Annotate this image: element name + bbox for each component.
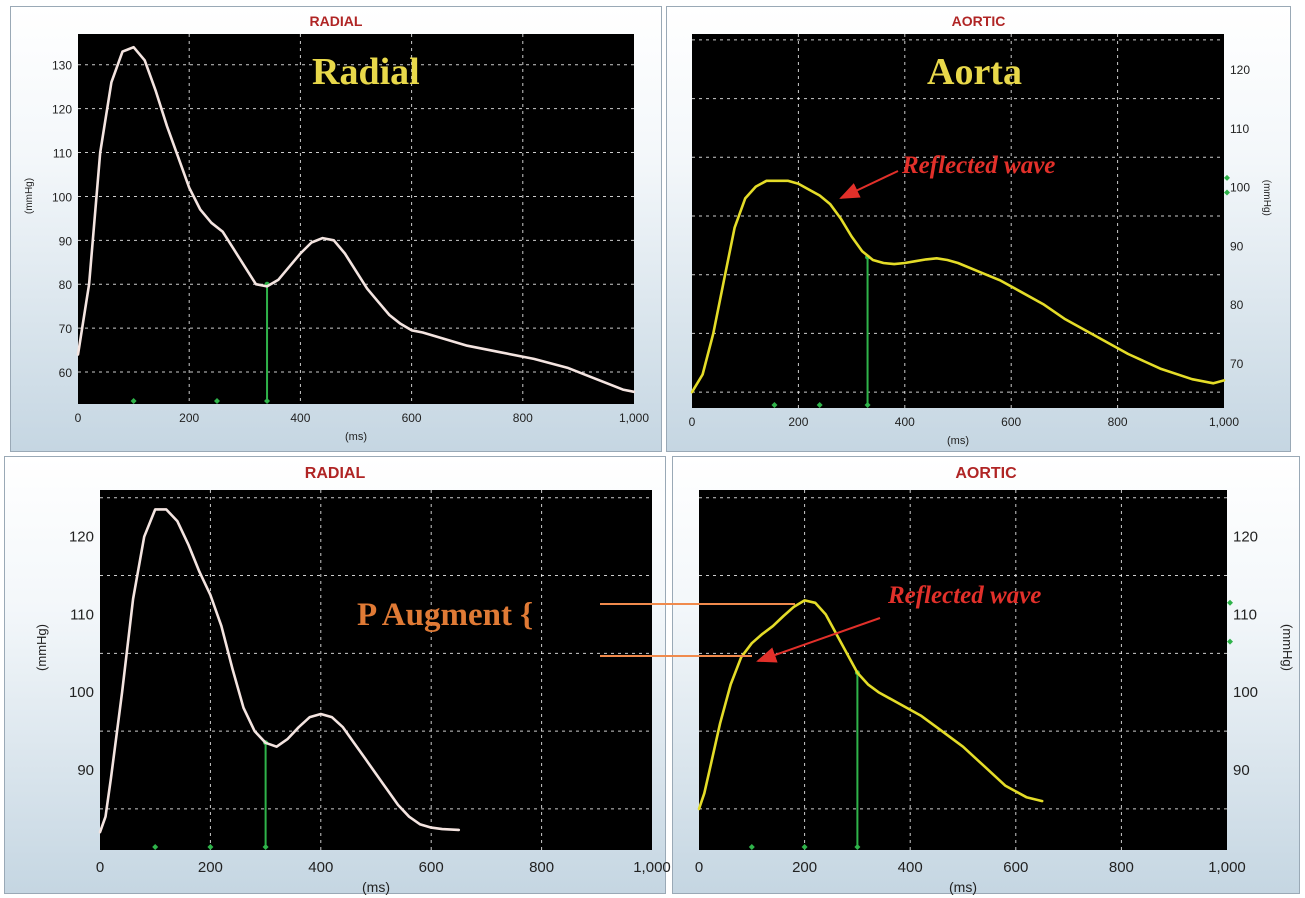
y-tick-label: 100	[52, 190, 72, 204]
y-tick-label: 110	[53, 147, 72, 161]
time-marker	[152, 844, 159, 850]
y-tick-label: 70	[1230, 357, 1244, 371]
p-augment-label: P Augment {	[357, 597, 534, 633]
chart-top-aortic: 0 200 400 600 800 1,000 (ms) 70 80 90 100 110 120 (mm…	[689, 34, 1272, 447]
time-marker	[264, 398, 271, 404]
y-axis-label: (mmHg)	[34, 624, 49, 671]
time-marker	[214, 398, 220, 404]
chart-label-aorta: Aorta	[927, 51, 1022, 93]
time-marker	[771, 402, 778, 408]
x-tick-label: 600	[419, 859, 444, 876]
y-tick-label: 110	[70, 606, 94, 623]
panel-title: AORTIC	[955, 465, 1017, 482]
chart-label-radial: Radial	[312, 51, 420, 93]
x-tick-label: 200	[788, 415, 808, 429]
chart-top-radial: 0 200 400 600 800 1,000 (ms) 60 70 80 90 100 110 120 1…	[24, 34, 649, 443]
waveform-line	[98, 508, 461, 834]
x-axis-label: (ms)	[362, 879, 390, 895]
y-tick-label: 90	[1233, 762, 1250, 779]
x-tick-label: 400	[898, 859, 923, 876]
x-tick-label: 0	[695, 859, 703, 876]
x-tick-label: 600	[402, 411, 422, 425]
pressure-marker	[1227, 638, 1233, 645]
x-tick-label: 200	[198, 859, 223, 876]
time-marker	[207, 844, 214, 850]
y-tick-label: 110	[1230, 122, 1249, 136]
time-marker	[748, 844, 755, 850]
x-tick-label: 600	[1003, 859, 1028, 876]
panel-title: RADIAL	[304, 465, 366, 482]
x-tick-label: 600	[1001, 415, 1021, 429]
x-tick-label: 800	[529, 859, 554, 876]
y-tick-label: 90	[77, 762, 94, 779]
x-axis-label: (ms)	[947, 435, 969, 447]
time-marker	[130, 398, 137, 404]
pressure-marker	[1227, 599, 1233, 606]
time-marker	[801, 844, 808, 850]
y-tick-label: 80	[59, 278, 73, 292]
x-tick-label: 0	[75, 411, 82, 425]
x-axis-label: (ms)	[949, 879, 977, 895]
y-tick-label: 100	[1230, 181, 1250, 195]
pressure-marker	[1224, 174, 1230, 181]
x-tick-label: 0	[689, 415, 696, 429]
y-tick-label: 80	[1230, 298, 1244, 312]
y-tick-label: 70	[59, 322, 73, 336]
time-marker	[854, 844, 861, 850]
y-axis-label: (mmHg)	[1280, 624, 1295, 671]
y-tick-label: 100	[69, 684, 94, 701]
panel-title: RADIAL	[309, 13, 363, 29]
waveform-line	[697, 599, 1044, 811]
x-axis-label: (ms)	[345, 431, 367, 443]
y-tick-label: 100	[1233, 684, 1258, 701]
waveform-line	[76, 45, 636, 394]
y-axis-label: (mmHg)	[1261, 180, 1272, 216]
y-tick-label: 120	[69, 529, 94, 546]
x-tick-label: 1,000	[619, 411, 649, 425]
x-tick-label: 0	[96, 859, 104, 876]
y-tick-label: 90	[59, 234, 73, 248]
panel-title: AORTIC	[951, 13, 1006, 29]
x-tick-label: 400	[290, 411, 310, 425]
time-marker	[816, 402, 823, 408]
y-tick-label: 120	[1230, 63, 1250, 77]
pressure-marker	[1224, 189, 1230, 196]
chart-bottom-radial: 0 200 400 600 800 1,000 (ms) 90 100 110 120 (mmHg)	[34, 490, 671, 895]
x-tick-label: 400	[895, 415, 915, 429]
y-tick-label: 120	[1233, 529, 1258, 546]
y-tick-label: 90	[1230, 239, 1244, 253]
chart-bottom-aortic: 0 200 400 600 800 1,000 (ms) 90 100 110 120 (mmHg)	[695, 490, 1295, 895]
x-tick-label: 800	[1108, 415, 1128, 429]
x-tick-label: 400	[308, 859, 333, 876]
y-tick-label: 130	[52, 59, 72, 73]
x-tick-label: 1,000	[633, 859, 671, 876]
y-tick-label: 110	[1233, 606, 1257, 623]
time-marker	[262, 844, 269, 850]
x-tick-label: 1,000	[1208, 859, 1246, 876]
time-marker	[864, 402, 871, 408]
y-axis-label: (mmHg)	[24, 178, 35, 214]
x-tick-label: 800	[513, 411, 533, 425]
waveform-line	[690, 179, 1226, 394]
y-tick-label: 60	[59, 366, 73, 380]
y-tick-label: 120	[52, 103, 72, 117]
x-tick-label: 1,000	[1209, 415, 1239, 429]
x-tick-label: 800	[1109, 859, 1134, 876]
x-tick-label: 200	[792, 859, 817, 876]
x-tick-label: 200	[179, 411, 199, 425]
